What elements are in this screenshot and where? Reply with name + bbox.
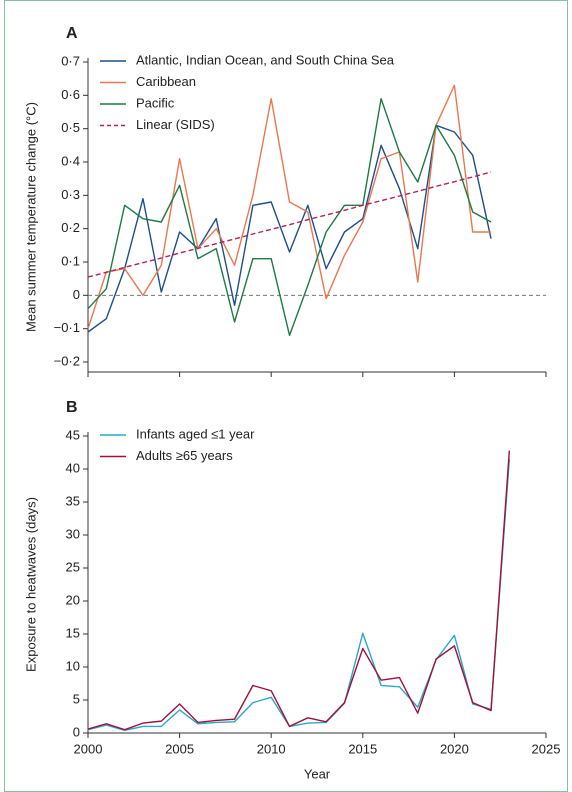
x-tick-label: 2010 <box>257 741 286 756</box>
y-tick-label: −0·2 <box>54 353 80 368</box>
series-line <box>87 171 492 278</box>
legend-label: Linear (SIDS) <box>136 117 215 132</box>
y-tick-label: 0·4 <box>61 153 80 168</box>
page-border <box>4 0 568 792</box>
y-axis-title: Mean summer temperature change (°C) <box>23 102 38 332</box>
legend-label: Infants aged ≤1 year <box>136 426 255 441</box>
y-tick-label: 40 <box>66 460 80 475</box>
y-tick-label: 10 <box>66 658 80 673</box>
y-tick-label: 15 <box>66 625 80 640</box>
y-tick-label: 5 <box>73 691 80 706</box>
y-tick-label: −0·1 <box>54 320 80 335</box>
x-axis-title: Year <box>304 766 331 781</box>
y-tick-label: 0·6 <box>61 87 80 102</box>
y-tick-label: 0 <box>73 287 80 302</box>
panel-label: B <box>66 399 78 416</box>
y-tick-label: 0·2 <box>61 220 80 235</box>
x-tick-label: 2025 <box>532 741 561 756</box>
y-tick-label: 0·5 <box>61 120 80 135</box>
x-tick-label: 2000 <box>74 741 103 756</box>
legend-label: Adults ≥65 years <box>136 448 233 463</box>
series-line <box>87 459 511 732</box>
legend-label: Caribbean <box>136 74 196 89</box>
y-tick-label: 0 <box>73 724 80 739</box>
series-line <box>87 97 492 337</box>
panel-label: A <box>66 25 78 42</box>
y-tick-label: 0·7 <box>61 53 80 68</box>
y-tick-label: 30 <box>66 526 80 541</box>
y-tick-label: 45 <box>66 427 80 442</box>
x-tick-label: 2005 <box>165 741 194 756</box>
series-line <box>87 450 511 731</box>
legend-label: Atlantic, Indian Ocean, and South China … <box>136 52 395 67</box>
series-line <box>87 124 492 333</box>
y-tick-label: 20 <box>66 592 80 607</box>
y-tick-label: 0·3 <box>61 187 80 202</box>
x-tick-label: 2020 <box>440 741 469 756</box>
y-tick-label: 0·1 <box>61 253 80 268</box>
y-tick-label: 35 <box>66 493 80 508</box>
x-tick-label: 2015 <box>348 741 377 756</box>
y-tick-label: 25 <box>66 559 80 574</box>
series-line <box>87 84 492 329</box>
legend-label: Pacific <box>136 95 175 110</box>
y-axis-title: Exposure to heatwaves (days) <box>23 497 38 672</box>
